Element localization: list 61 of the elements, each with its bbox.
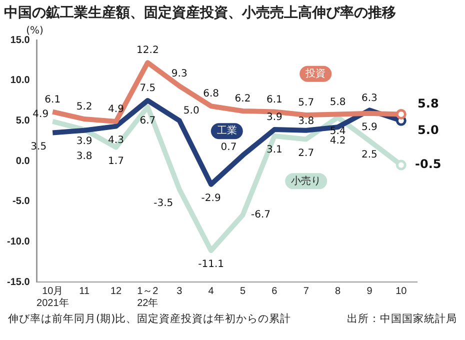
data-label: 6.8	[203, 88, 220, 100]
x-tick-label: 7	[303, 286, 310, 297]
data-label: -2.9	[201, 192, 221, 204]
data-label: 3.9	[76, 136, 92, 148]
data-label: 6.1	[266, 94, 282, 106]
data-label: 5.0	[183, 105, 200, 116]
data-label: 9.3	[171, 68, 188, 80]
y-tick-label: 0.0	[16, 156, 30, 167]
text: 伸び率は前年同月(期)比、固定資産投資は年初からの累計	[8, 312, 292, 326]
y-tick-label: 5.0	[16, 115, 30, 126]
data-label: 3.9	[266, 112, 282, 124]
data-label: 12.2	[136, 45, 159, 56]
data-label: 4.9	[32, 109, 49, 120]
y-tick-label: -15.0	[6, 276, 30, 288]
x-tick-label: 8	[335, 286, 342, 297]
x-tick-label: 9	[366, 286, 373, 297]
series-label: 工業	[216, 124, 237, 137]
data-label: 6.1	[44, 94, 61, 106]
data-label: -11.1	[198, 259, 224, 270]
x-tick-label: 3	[176, 286, 183, 297]
x-tick-label: 10月 2021年	[36, 286, 69, 309]
data-label: 4.2	[330, 136, 346, 147]
x-tick-label: 12	[110, 286, 122, 297]
data-label: 4.3	[108, 134, 124, 146]
data-label: 1.7	[108, 156, 124, 167]
data-label: 3.8	[298, 116, 314, 127]
data-label: 5.8	[418, 96, 439, 110]
y-tick-label: -5.0	[12, 196, 30, 208]
x-tick-label: 10	[396, 286, 408, 297]
x-tick-label: 4	[208, 286, 214, 297]
data-label: 3.5	[30, 141, 47, 152]
data-label: 5.8	[330, 96, 346, 108]
data-label: -3.5	[154, 198, 174, 209]
text: 投資	[304, 67, 326, 80]
text: 出所：中国国家統計局	[347, 312, 457, 326]
data-label: 2.7	[298, 148, 314, 159]
x-tick-label: 1～2 22年	[137, 286, 159, 309]
chart-title: 中国の鉱工業生産額、固定資産投資、小売売上高伸び率の推移	[3, 4, 397, 22]
data-label: 3.8	[76, 150, 92, 162]
data-label: 6.3	[362, 92, 378, 104]
data-label: 5.4	[330, 126, 346, 138]
data-label: 7.5	[140, 83, 156, 94]
y-tick-label: -10.0	[6, 236, 30, 248]
data-label: 6.7	[140, 116, 156, 127]
data-label: 3.1	[266, 144, 282, 156]
data-label: 6.2	[234, 94, 251, 105]
data-label: 5.9	[362, 122, 378, 133]
x-tick-label: 5	[240, 286, 246, 297]
data-label: -0.5	[415, 157, 442, 172]
data-label: 5.2	[76, 102, 92, 113]
data-label: 2.5	[362, 149, 378, 160]
y-tick-label: 15.0	[10, 34, 30, 46]
data-label: 0.7	[220, 142, 237, 153]
y-axis-title: (%)	[26, 26, 44, 37]
x-tick-label: 11	[79, 286, 90, 297]
x-tick-label: 6	[272, 286, 278, 297]
data-label: 5.0	[418, 122, 439, 137]
data-label: 5.7	[298, 98, 314, 109]
data-label: -6.7	[250, 210, 270, 221]
text: 小売り	[291, 174, 322, 187]
y-tick-label: 10.0	[10, 75, 30, 86]
